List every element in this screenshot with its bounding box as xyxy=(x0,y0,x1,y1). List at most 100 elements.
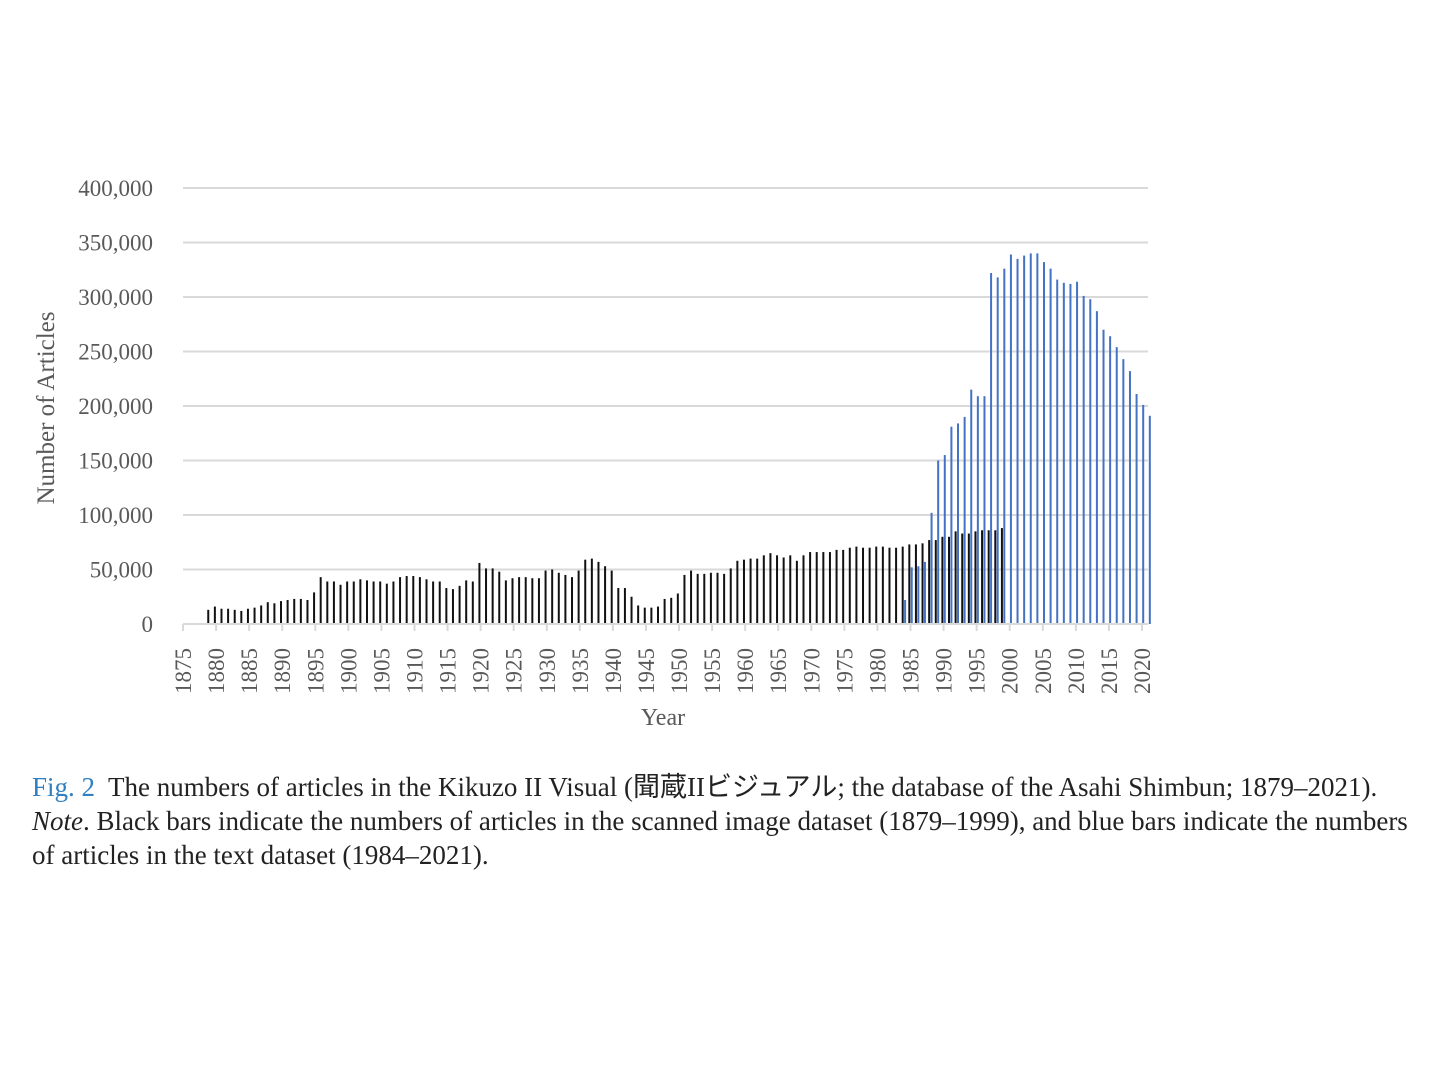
bar-scanned-1942 xyxy=(623,588,626,624)
bar-scanned-1973 xyxy=(828,552,831,624)
bar-scanned-1924 xyxy=(504,580,507,624)
figure-caption: Fig. 2 The numbers of articles in the Ki… xyxy=(32,770,1422,872)
x-tick-label: 1900 xyxy=(336,648,361,694)
x-tick-label: 1910 xyxy=(402,648,427,694)
bar-scanned-1887 xyxy=(260,605,263,624)
bar-scanned-1940 xyxy=(610,570,613,624)
bar-text-2010 xyxy=(1076,281,1079,624)
bar-text-1987 xyxy=(923,561,926,624)
bar-scanned-1996 xyxy=(981,530,984,624)
bar-scanned-1938 xyxy=(597,561,600,624)
bar-scanned-1980 xyxy=(875,546,878,624)
bar-scanned-1947 xyxy=(656,606,659,624)
bar-scanned-1904 xyxy=(372,581,375,624)
bar-scanned-1995 xyxy=(974,531,977,624)
bar-scanned-1910 xyxy=(412,576,415,624)
bar-scanned-1955 xyxy=(709,572,712,624)
bar-scanned-1926 xyxy=(518,577,521,624)
bar-scanned-1977 xyxy=(855,546,858,624)
x-tick-label: 1915 xyxy=(436,648,461,694)
bar-scanned-1943 xyxy=(630,596,633,624)
bar-scanned-1981 xyxy=(881,546,884,624)
bar-text-2000 xyxy=(1009,254,1012,625)
x-axis-title: Year xyxy=(641,705,685,731)
bar-scanned-1960 xyxy=(742,559,745,624)
bar-text-2021 xyxy=(1148,415,1151,624)
bar-text-1996 xyxy=(983,396,986,624)
x-tick-label: 1955 xyxy=(700,648,725,694)
bar-scanned-1949 xyxy=(670,597,673,624)
bar-scanned-1993 xyxy=(961,533,964,624)
bar-scanned-1986 xyxy=(914,544,917,624)
bar-scanned-1893 xyxy=(299,598,302,624)
bar-scanned-1964 xyxy=(769,553,772,624)
bar-scanned-1976 xyxy=(848,547,851,624)
bar-scanned-1971 xyxy=(815,552,818,624)
bar-scanned-1927 xyxy=(524,577,527,624)
bar-scanned-1952 xyxy=(690,570,693,624)
bar-scanned-1900 xyxy=(346,581,349,624)
bar-text-2003 xyxy=(1029,253,1032,624)
bar-scanned-1966 xyxy=(782,557,785,624)
bar-scanned-1978 xyxy=(862,547,865,624)
bar-scanned-1915 xyxy=(445,588,448,624)
bar-scanned-1925 xyxy=(511,578,514,624)
bar-scanned-1879 xyxy=(207,609,210,624)
bar-scanned-1954 xyxy=(703,573,706,624)
y-tick-label: 250,000 xyxy=(78,340,153,365)
bar-text-1997 xyxy=(990,273,993,624)
x-tick-label: 1875 xyxy=(171,648,196,694)
x-tick-label: 1995 xyxy=(965,648,990,694)
bar-scanned-1920 xyxy=(478,562,481,624)
bar-text-2002 xyxy=(1023,255,1026,624)
bar-scanned-1945 xyxy=(643,607,646,624)
bar-scanned-1931 xyxy=(551,569,554,624)
bar-text-1985 xyxy=(910,567,913,624)
bar-scanned-1991 xyxy=(948,536,950,624)
x-tick-label: 2020 xyxy=(1130,648,1155,694)
bar-text-2018 xyxy=(1128,371,1131,624)
bar-text-2008 xyxy=(1062,282,1065,624)
bar-text-2015 xyxy=(1109,336,1112,624)
bar-text-1998 xyxy=(996,277,999,624)
bar-scanned-1970 xyxy=(809,552,812,624)
bar-scanned-1888 xyxy=(266,602,269,624)
bar-scanned-1957 xyxy=(723,573,726,624)
bar-text-2006 xyxy=(1049,268,1052,624)
x-tick-label: 1960 xyxy=(733,648,758,694)
bar-text-2014 xyxy=(1102,329,1105,624)
y-tick-label: 50,000 xyxy=(90,558,153,583)
bar-text-1999 xyxy=(1003,268,1006,624)
bar-text-2013 xyxy=(1095,311,1098,624)
bar-scanned-1985 xyxy=(908,544,911,624)
bar-scanned-1983 xyxy=(895,547,898,624)
note-text: . Black bars indicate the numbers of art… xyxy=(32,806,1408,870)
bar-scanned-1988 xyxy=(928,540,931,624)
bar-scanned-1898 xyxy=(332,581,335,624)
x-tick-label: 1920 xyxy=(469,648,494,694)
x-tick-label: 1970 xyxy=(799,648,824,694)
bar-scanned-1911 xyxy=(418,577,421,624)
bar-scanned-1919 xyxy=(471,581,474,624)
bar-text-2016 xyxy=(1115,347,1118,624)
x-tick-label: 2015 xyxy=(1097,648,1122,694)
y-tick-label: 300,000 xyxy=(78,285,153,310)
x-tick-label: 2005 xyxy=(1031,648,1056,694)
bar-scanned-1902 xyxy=(359,579,362,624)
x-tick-label: 1925 xyxy=(502,648,527,694)
bar-text-1989 xyxy=(937,460,940,624)
bar-text-1986 xyxy=(917,566,920,624)
bar-text-2004 xyxy=(1036,253,1039,624)
y-tick-label: 100,000 xyxy=(78,503,153,528)
bar-text-1994 xyxy=(970,389,973,624)
x-tick-label: 1990 xyxy=(932,648,957,694)
bar-scanned-1997 xyxy=(987,530,990,624)
bar-scanned-1929 xyxy=(537,578,540,624)
bar-scanned-1936 xyxy=(584,559,587,624)
bar-text-2001 xyxy=(1016,258,1019,624)
bar-scanned-1912 xyxy=(425,579,428,624)
x-tick-label: 1940 xyxy=(601,648,626,694)
x-tick-label: 1965 xyxy=(766,648,791,694)
bar-scanned-1974 xyxy=(835,549,838,624)
bar-scanned-1884 xyxy=(240,610,243,624)
